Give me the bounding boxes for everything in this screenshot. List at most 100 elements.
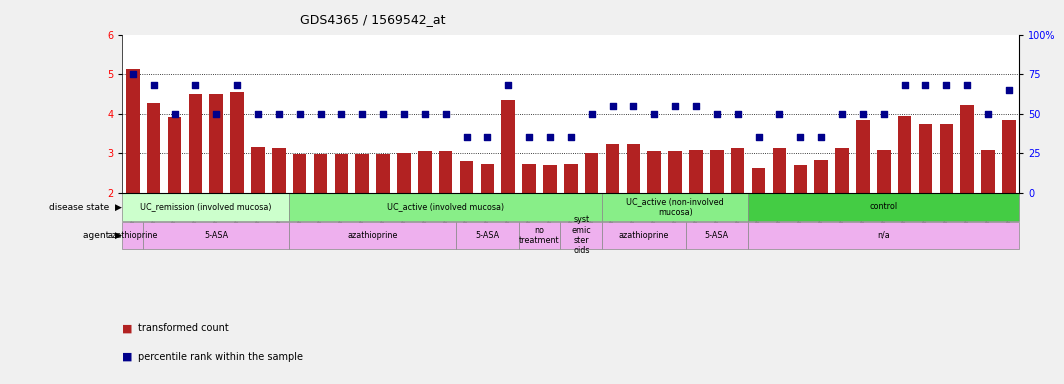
Text: disease state  ▶: disease state ▶ <box>50 202 122 212</box>
Bar <box>814 160 828 193</box>
Text: transformed count: transformed count <box>138 323 229 333</box>
Bar <box>748 222 1019 249</box>
Point <box>729 111 746 117</box>
Bar <box>210 94 223 193</box>
Point <box>353 111 370 117</box>
Bar <box>748 193 1019 220</box>
Bar <box>835 148 849 193</box>
Text: n/a: n/a <box>878 231 891 240</box>
Bar <box>460 161 473 193</box>
Text: 5-ASA: 5-ASA <box>204 231 229 240</box>
Bar <box>126 70 139 193</box>
Bar <box>564 164 578 193</box>
Bar <box>481 164 494 193</box>
Point <box>124 71 142 77</box>
Text: azathioprine: azathioprine <box>618 231 669 240</box>
Point <box>542 134 559 141</box>
Bar <box>272 148 285 193</box>
Point <box>1000 87 1017 93</box>
Point <box>625 103 642 109</box>
Bar <box>355 154 369 193</box>
Bar <box>731 148 745 193</box>
Bar <box>898 116 912 193</box>
Bar <box>752 168 765 193</box>
Text: UC_active (involved mucosa): UC_active (involved mucosa) <box>387 202 504 212</box>
Bar <box>251 147 265 193</box>
Bar <box>627 144 641 193</box>
Text: GDS4365 / 1569542_at: GDS4365 / 1569542_at <box>300 13 445 26</box>
Point <box>562 134 579 141</box>
Point <box>249 111 266 117</box>
Bar <box>685 222 748 249</box>
Bar <box>122 193 289 220</box>
Point <box>333 111 350 117</box>
Point <box>959 82 976 88</box>
Point <box>145 82 162 88</box>
Bar <box>877 150 891 193</box>
Bar <box>981 150 995 193</box>
Bar <box>334 154 348 193</box>
Bar <box>561 222 602 249</box>
Bar <box>230 92 244 193</box>
Point <box>479 134 496 141</box>
Point <box>416 111 433 117</box>
Bar <box>585 153 598 193</box>
Bar <box>439 151 452 193</box>
Point <box>896 82 913 88</box>
Point <box>667 103 684 109</box>
Point <box>312 111 329 117</box>
Point <box>229 82 246 88</box>
Point <box>396 111 413 117</box>
Point <box>520 134 537 141</box>
Bar <box>794 165 808 193</box>
Bar <box>289 222 456 249</box>
Point <box>687 103 704 109</box>
Bar <box>940 124 953 193</box>
Point <box>166 111 183 117</box>
Text: UC_remission (involved mucosa): UC_remission (involved mucosa) <box>140 202 271 212</box>
Bar <box>689 150 702 193</box>
Bar <box>522 164 536 193</box>
Bar <box>605 144 619 193</box>
Point <box>583 111 600 117</box>
Bar <box>122 222 144 249</box>
Bar <box>377 154 389 193</box>
Point <box>854 111 871 117</box>
Point <box>876 111 893 117</box>
Text: 5-ASA: 5-ASA <box>704 231 729 240</box>
Bar <box>772 148 786 193</box>
Bar <box>397 153 411 193</box>
Bar <box>293 154 306 193</box>
Point <box>500 82 517 88</box>
Point <box>187 82 204 88</box>
Text: 5-ASA: 5-ASA <box>476 231 499 240</box>
Point <box>437 111 454 117</box>
Bar <box>188 94 202 193</box>
Bar <box>857 119 869 193</box>
Point <box>792 134 809 141</box>
Point <box>937 82 954 88</box>
Point <box>292 111 309 117</box>
Text: azathioprine: azathioprine <box>107 231 157 240</box>
Bar <box>501 100 515 193</box>
Text: syst
emic
ster
oids: syst emic ster oids <box>571 215 592 255</box>
Bar <box>918 124 932 193</box>
Bar <box>710 150 724 193</box>
Text: UC_active (non-involved
mucosa): UC_active (non-involved mucosa) <box>627 197 724 217</box>
Text: ■: ■ <box>122 323 133 333</box>
Text: ■: ■ <box>122 352 133 362</box>
Point <box>833 111 850 117</box>
Bar <box>314 154 328 193</box>
Point <box>771 111 788 117</box>
Bar <box>456 222 518 249</box>
Point <box>917 82 934 88</box>
Point <box>813 134 830 141</box>
Bar <box>168 117 181 193</box>
Bar <box>144 222 289 249</box>
Text: control: control <box>869 202 898 212</box>
Point <box>207 111 225 117</box>
Point <box>270 111 287 117</box>
Bar <box>518 222 561 249</box>
Point <box>604 103 621 109</box>
Text: no
treatment: no treatment <box>519 226 560 245</box>
